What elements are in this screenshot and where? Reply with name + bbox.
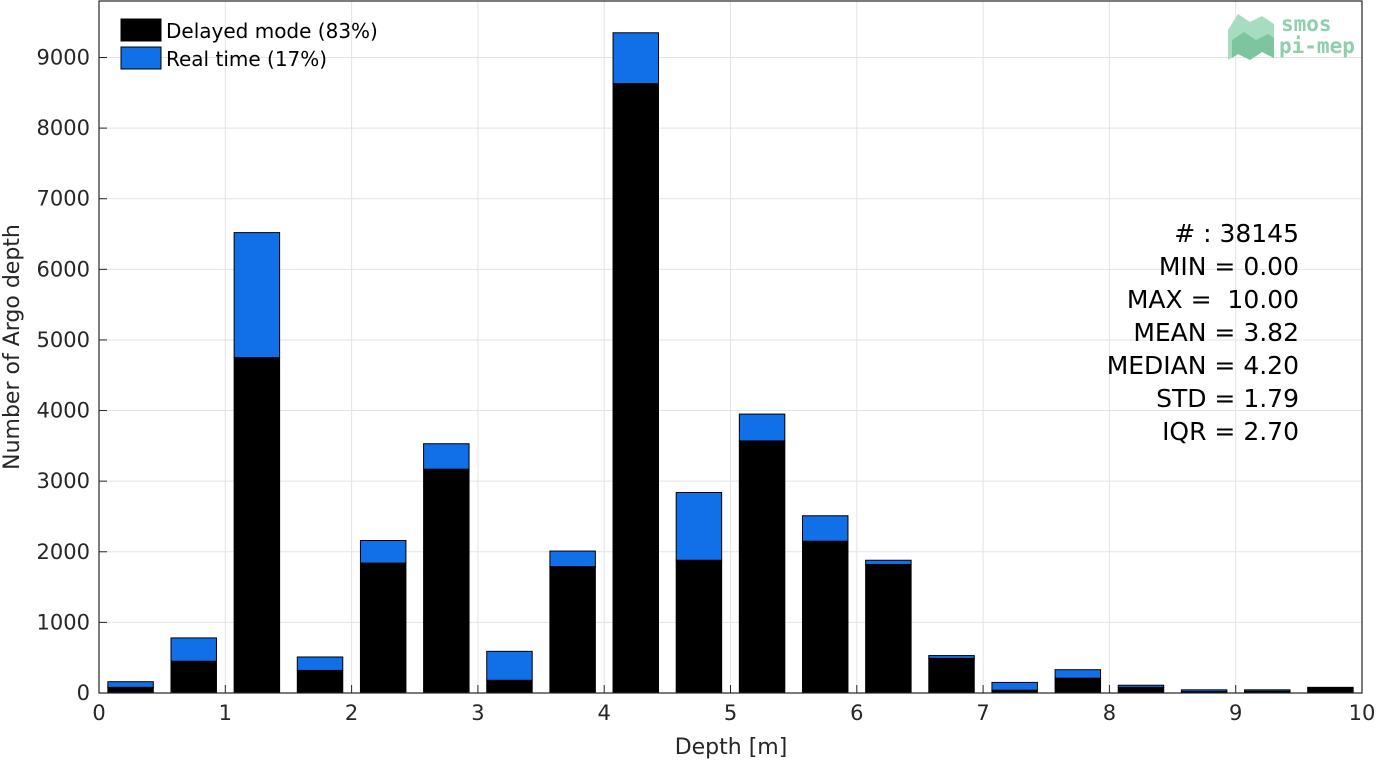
bar-delayed-mode — [801, 540, 849, 694]
x-tick-label: 4 — [598, 701, 611, 725]
bar-delayed-mode — [233, 357, 281, 694]
y-axis-label: Number of Argo depth — [0, 224, 25, 470]
x-axis-ticks: 0 1 2 3 4 5 6 7 8 9 10 — [92, 685, 1375, 725]
x-tick-label: 6 — [850, 701, 863, 725]
smos-pi-mep-logo: smos pi-mep — [1228, 12, 1355, 60]
bar-real-time — [612, 32, 660, 85]
bar-delayed-mode — [928, 657, 975, 694]
legend: Delayed mode (83%) Real time (17%) — [120, 18, 378, 71]
bar-delayed-mode — [423, 468, 470, 694]
bar-real-time — [1117, 684, 1165, 688]
bar-delayed-mode — [359, 562, 407, 694]
y-tick-label: 8000 — [37, 116, 90, 140]
y-tick-label: 1000 — [37, 610, 90, 634]
bar-real-time — [1244, 689, 1291, 692]
y-tick-label: 6000 — [37, 257, 90, 281]
logo-text-line1: smos — [1281, 12, 1332, 36]
legend-swatch-delayed — [120, 18, 162, 42]
bar-delayed-mode — [612, 83, 660, 694]
bar-real-time — [486, 650, 533, 681]
y-tick-label: 3000 — [37, 469, 90, 493]
stat-min: MIN = 0.00 — [1159, 252, 1299, 281]
bar-real-time — [107, 681, 154, 688]
x-tick-label: 2 — [345, 701, 358, 725]
y-tick-label: 7000 — [37, 187, 90, 211]
bar-delayed-mode — [675, 559, 723, 694]
bar-delayed-mode — [296, 669, 344, 694]
x-tick-label: 8 — [1103, 701, 1116, 725]
bar-delayed-mode — [107, 686, 154, 694]
y-tick-label: 5000 — [37, 328, 90, 352]
bar-real-time — [296, 656, 344, 671]
legend-swatch-realtime — [120, 46, 162, 70]
bar-real-time — [549, 550, 596, 568]
bars — [107, 32, 1354, 694]
bar-real-time — [170, 637, 217, 662]
stat-std: STD = 1.79 — [1156, 384, 1299, 413]
bar-delayed-mode — [486, 679, 533, 694]
grid-lines — [98, 1, 1363, 694]
x-tick-label: 0 — [92, 701, 105, 725]
bar-real-time — [991, 681, 1038, 691]
bar-delayed-mode — [1307, 686, 1354, 694]
bar-real-time — [928, 655, 975, 659]
y-tick-label: 4000 — [37, 399, 90, 423]
bar-delayed-mode — [1054, 677, 1102, 694]
logo-icon — [1228, 14, 1274, 60]
bar-delayed-mode — [1117, 686, 1165, 694]
y-axis-ticks: 0 1000 2000 3000 4000 5000 6000 7000 8000 9000 — [37, 45, 107, 705]
stat-count: # : 38145 — [1174, 219, 1299, 248]
bar-delayed-mode — [738, 440, 786, 694]
x-tick-label: 7 — [976, 701, 989, 725]
stat-iqr: IQR = 2.70 — [1162, 417, 1299, 446]
y-tick-label: 0 — [77, 681, 90, 705]
stat-median: MEDIAN = 4.20 — [1107, 351, 1299, 380]
bar-real-time — [1054, 669, 1102, 679]
x-tick-label: 3 — [471, 701, 484, 725]
bar-delayed-mode — [865, 563, 912, 694]
x-axis-label: Depth [m] — [675, 735, 788, 760]
x-tick-label: 5 — [724, 701, 737, 725]
x-tick-label: 9 — [1229, 701, 1242, 725]
bar-delayed-mode — [170, 660, 217, 694]
bar-real-time — [1180, 689, 1228, 693]
x-tick-label: 1 — [219, 701, 232, 725]
bar-real-time — [738, 413, 786, 442]
y-tick-label: 2000 — [37, 540, 90, 564]
legend-label-realtime: Real time (17%) — [166, 47, 327, 71]
bar-real-time — [865, 559, 912, 565]
legend-label-delayed: Delayed mode (83%) — [166, 19, 378, 43]
bar-real-time — [675, 491, 723, 561]
stat-mean: MEAN = 3.82 — [1133, 318, 1299, 347]
logo-text-line2: pi-mep — [1279, 34, 1355, 58]
bar-real-time — [359, 539, 407, 564]
bar-real-time — [233, 232, 281, 359]
y-tick-label: 9000 — [37, 45, 90, 69]
stat-max: MAX = 10.00 — [1127, 285, 1299, 314]
bar-delayed-mode — [549, 566, 596, 694]
bar-real-time — [801, 515, 849, 542]
statistics-annotation: # : 38145 MIN = 0.00 MAX = 10.00 MEAN = … — [1107, 219, 1299, 446]
x-tick-label: 10 — [1349, 701, 1376, 725]
bar-real-time — [423, 443, 470, 470]
